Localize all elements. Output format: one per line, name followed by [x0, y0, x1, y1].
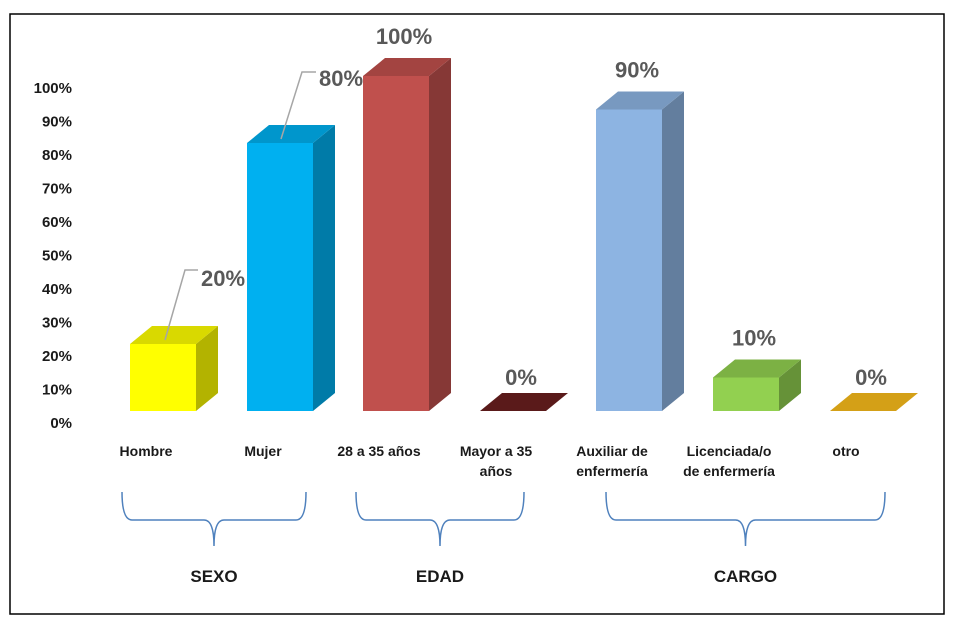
bar-front	[130, 344, 196, 411]
bar-top	[830, 393, 918, 411]
bar-front	[596, 109, 662, 411]
category-label: 28 a 35 años	[337, 443, 420, 459]
bar-side	[429, 58, 451, 411]
bar: 0%	[830, 365, 918, 411]
bar-top	[480, 393, 568, 411]
category-label: Mayor a 35 años	[460, 443, 533, 479]
y-tick-label: 0%	[50, 415, 72, 432]
bar: 100%	[363, 24, 451, 411]
category-labels: Hombre Mujer 28 a 35 años Mayor a 35 años Aux…	[120, 443, 860, 479]
group-brackets: SEXO EDAD CARGO	[121, 491, 886, 586]
bar-top	[363, 58, 451, 76]
group-label: SEXO	[190, 567, 237, 586]
bar-front	[713, 377, 779, 411]
leader-line	[280, 71, 316, 140]
y-tick-label: 20%	[42, 348, 72, 365]
y-axis: 0% 10% 20% 30% 40% 50% 60% 70% 80% 90% 100%	[34, 80, 72, 432]
bar-front	[363, 76, 429, 411]
bar: 90%	[596, 58, 684, 411]
bar-front	[247, 143, 313, 411]
group-bracket: EDAD	[355, 491, 525, 586]
bar-top	[247, 125, 335, 143]
bar-side	[313, 125, 335, 411]
bar-top	[713, 359, 801, 378]
bar-side	[196, 326, 218, 411]
group-label: EDAD	[416, 567, 464, 586]
category-label: Auxiliar de enfermería	[576, 443, 648, 479]
group-label: CARGO	[714, 567, 777, 586]
y-tick-label: 70%	[42, 181, 72, 198]
category-label: Licenciada/o de enfermería	[683, 443, 775, 479]
y-tick-label: 60%	[42, 214, 72, 231]
data-label: 100%	[376, 24, 432, 49]
category-label: Hombre	[120, 443, 173, 459]
bar: 20%	[130, 266, 245, 411]
bracket-line	[355, 491, 525, 547]
y-tick-label: 90%	[42, 114, 72, 131]
y-tick-label: 50%	[42, 248, 72, 265]
chart-border	[9, 13, 945, 615]
data-label: 20%	[201, 266, 245, 291]
data-label: 0%	[855, 365, 887, 390]
y-tick-label: 80%	[42, 147, 72, 164]
y-tick-label: 40%	[42, 281, 72, 298]
bar: 10%	[713, 326, 801, 411]
leader-line	[164, 269, 198, 341]
bar: 0%	[480, 365, 568, 411]
bar-top	[130, 326, 218, 344]
bracket-line	[121, 491, 307, 547]
data-label: 10%	[732, 326, 776, 351]
data-label: 80%	[319, 66, 363, 91]
bracket-line	[605, 491, 886, 547]
y-tick-label: 100%	[34, 80, 72, 97]
y-tick-label: 30%	[42, 315, 72, 332]
bar: 80%	[247, 66, 363, 411]
category-label: Mujer	[244, 443, 282, 459]
data-label: 0%	[505, 365, 537, 390]
bar-top	[596, 91, 684, 110]
y-tick-label: 10%	[42, 382, 72, 399]
group-bracket: SEXO	[121, 491, 307, 586]
group-bracket: CARGO	[605, 491, 886, 586]
data-label: 90%	[615, 58, 659, 83]
bar-side	[779, 359, 801, 411]
bars: 20% 80% 100% 0% 90% 10% 0%	[130, 24, 918, 411]
bar-side	[662, 91, 684, 411]
category-label: otro	[832, 443, 859, 459]
